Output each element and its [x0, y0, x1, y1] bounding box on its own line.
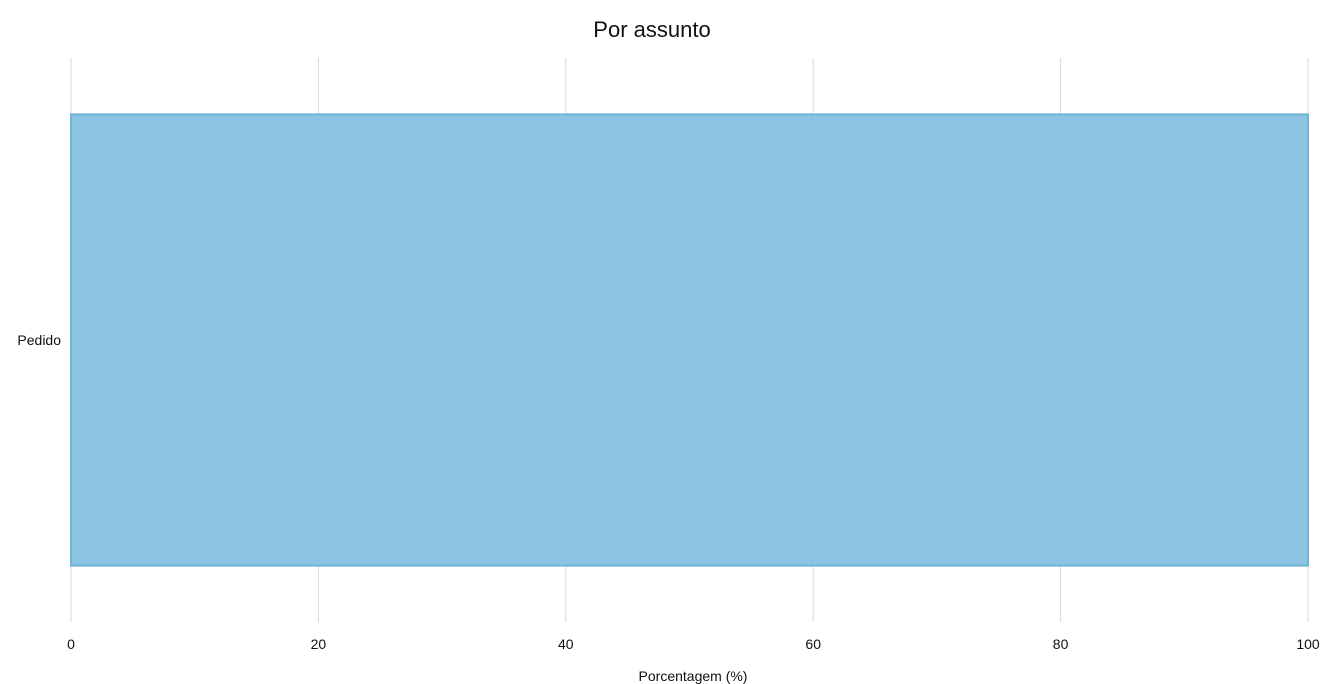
y-tick-labels: Pedido [17, 332, 61, 348]
chart-title: Por assunto [593, 17, 710, 42]
bars [70, 113, 1309, 567]
x-tick-label-1: 20 [311, 636, 327, 652]
x-tick-label-3: 60 [805, 636, 821, 652]
x-tick-label-5: 100 [1296, 636, 1320, 652]
x-tick-labels: 0 20 40 60 80 100 [67, 636, 1320, 652]
x-tick-label-0: 0 [67, 636, 75, 652]
x-tick-label-4: 80 [1053, 636, 1069, 652]
x-tick-label-2: 40 [558, 636, 574, 652]
x-axis-label: Porcentagem (%) [639, 668, 748, 684]
y-tick-label-0: Pedido [17, 332, 61, 348]
bar-pedido [70, 113, 1309, 567]
